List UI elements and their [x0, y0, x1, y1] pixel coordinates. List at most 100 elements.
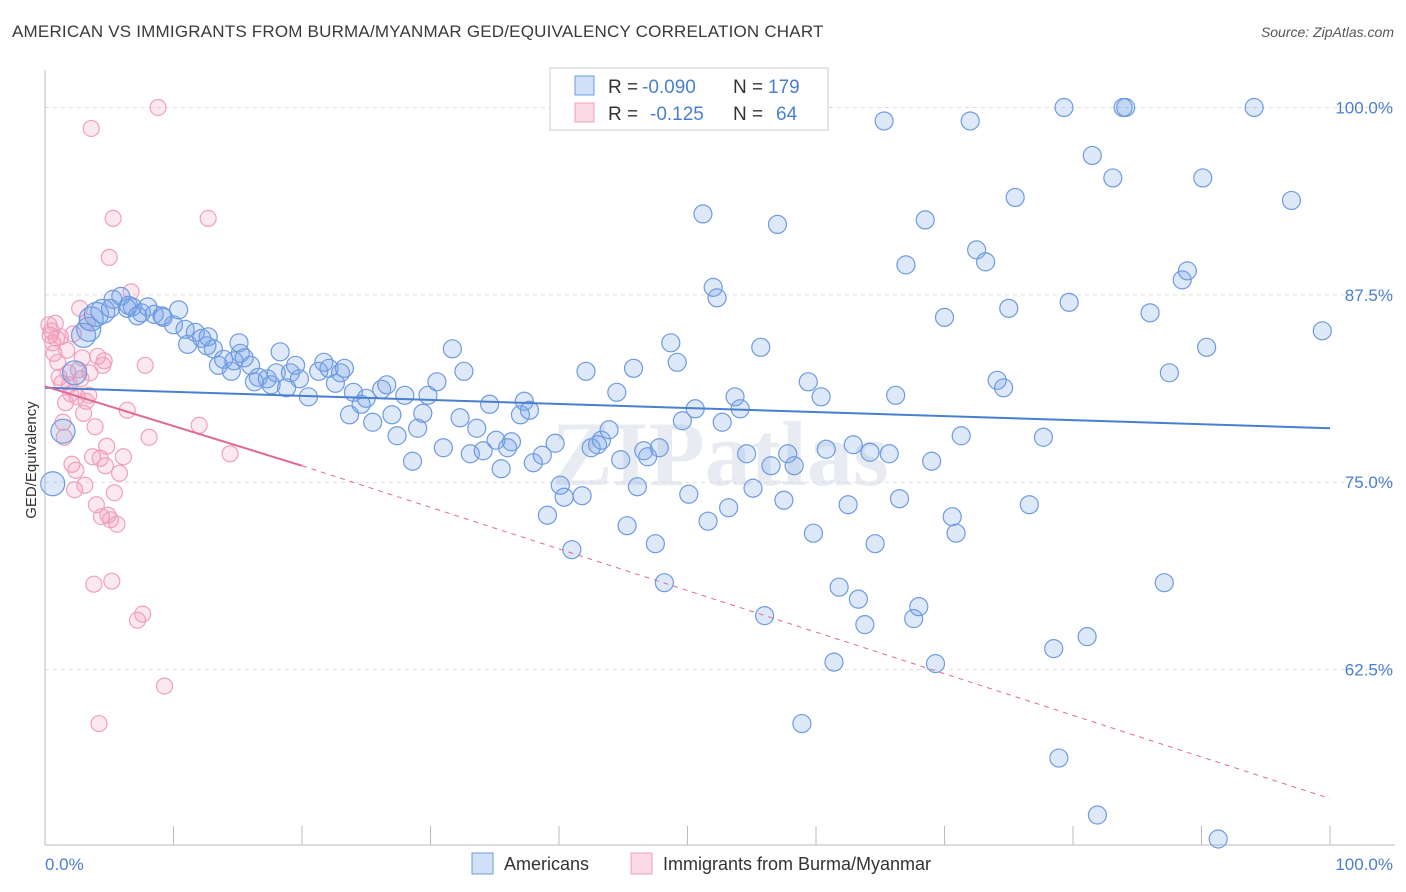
americans-point	[1033, 427, 1054, 447]
bottom-legend-swatch-immigrants	[630, 852, 653, 875]
americans-point	[896, 255, 916, 275]
americans-point	[454, 361, 474, 381]
americans-point	[672, 411, 692, 431]
americans-point	[214, 349, 234, 369]
americans-point	[334, 358, 355, 378]
americans-point	[960, 111, 980, 131]
y-tick-label-2: 87.5%	[1345, 286, 1393, 305]
bottom-legend-swatch-americans	[471, 852, 494, 875]
americans-point	[1312, 321, 1332, 341]
americans-point	[1049, 748, 1069, 768]
americans-point	[169, 300, 189, 320]
americans-point	[1197, 337, 1217, 357]
immigrants-point	[58, 341, 76, 359]
americans-point	[1087, 805, 1108, 825]
americans-point	[698, 511, 718, 531]
immigrants-point	[67, 461, 85, 479]
americans-point	[351, 394, 371, 414]
americans-point	[1140, 303, 1160, 323]
americans-point	[617, 516, 637, 536]
americans-point	[987, 370, 1007, 390]
americans-point	[865, 534, 885, 554]
immigrants-point	[110, 464, 129, 482]
americans-point	[623, 358, 644, 378]
immigrants-point	[72, 370, 90, 388]
americans-point	[40, 471, 66, 497]
americans-point	[942, 507, 962, 527]
americans-point	[550, 475, 570, 495]
americans-point	[486, 430, 506, 450]
americans-point	[576, 361, 596, 381]
americans-point	[387, 426, 407, 446]
immigrants-point	[99, 506, 117, 524]
americans-point	[325, 373, 346, 393]
americans-point	[838, 495, 858, 515]
americans-point	[1019, 495, 1039, 515]
americans-point	[667, 352, 687, 372]
americans-point	[712, 412, 732, 432]
americans-point	[395, 385, 415, 405]
americans-point	[922, 451, 942, 471]
x-tick-label-0: 0.0%	[45, 855, 84, 874]
americans-point	[754, 606, 775, 626]
americans-point	[811, 387, 831, 407]
bottom-legend-label-immigrants: Immigrants from Burma/Myanmar	[663, 854, 931, 874]
americans-point	[824, 652, 844, 672]
americans-point	[467, 418, 487, 438]
americans-point	[774, 490, 794, 510]
immigrants-trend-line	[44, 385, 303, 467]
immigrants-point	[136, 356, 154, 374]
immigrants-point	[95, 352, 113, 370]
americans-point	[545, 433, 565, 453]
americans-point	[879, 444, 899, 464]
americans-point	[737, 444, 757, 464]
americans-point	[234, 348, 254, 368]
immigrants-point	[104, 209, 122, 228]
americans-point	[363, 412, 383, 432]
americans-point	[554, 487, 574, 507]
legend-n-value-immigrants: 64	[776, 104, 798, 125]
immigrants-point	[98, 437, 116, 455]
americans-point	[946, 523, 966, 543]
americans-point	[473, 441, 493, 461]
americans-point	[679, 484, 699, 504]
americans-point	[934, 307, 955, 327]
series-legend: Americans Immigrants from Burma/Myanmar	[471, 852, 931, 875]
americans-point	[951, 426, 971, 446]
americans-point	[1077, 627, 1097, 647]
americans-point	[491, 459, 511, 479]
immigrants-point	[49, 353, 67, 371]
immigrants-trend-extension	[301, 465, 1331, 800]
legend-swatch-immigrants	[574, 102, 595, 123]
americans-point	[433, 438, 453, 458]
americans-point	[1054, 97, 1074, 118]
americans-point	[1103, 168, 1123, 188]
americans-point	[803, 523, 824, 543]
americans-point	[178, 334, 198, 354]
americans-point	[450, 408, 470, 428]
immigrants-series	[40, 98, 239, 733]
immigrants-point	[76, 476, 94, 494]
americans-point	[627, 477, 647, 497]
immigrants-point	[96, 457, 114, 475]
legend-swatch-americans	[574, 75, 595, 96]
americans-point	[261, 375, 281, 395]
immigrants-point	[199, 209, 217, 228]
americans-point	[725, 387, 745, 407]
immigrants-point	[149, 98, 167, 117]
americans-point	[829, 577, 849, 597]
x-tick-labels: 0.0% 100.0%	[45, 855, 1393, 874]
immigrants-point	[114, 448, 132, 466]
x-tick-label-1: 100.0%	[1335, 855, 1393, 874]
y-tick-label-3: 100.0%	[1335, 98, 1393, 117]
americans-point	[61, 360, 88, 386]
americans-point	[778, 444, 798, 464]
legend-r-label-1: R =	[608, 77, 638, 98]
americans-point	[76, 316, 102, 342]
americans-point	[1208, 829, 1228, 849]
americans-point	[848, 589, 869, 609]
americans-point	[83, 301, 110, 327]
americans-point	[163, 315, 184, 335]
americans-point	[514, 391, 534, 411]
